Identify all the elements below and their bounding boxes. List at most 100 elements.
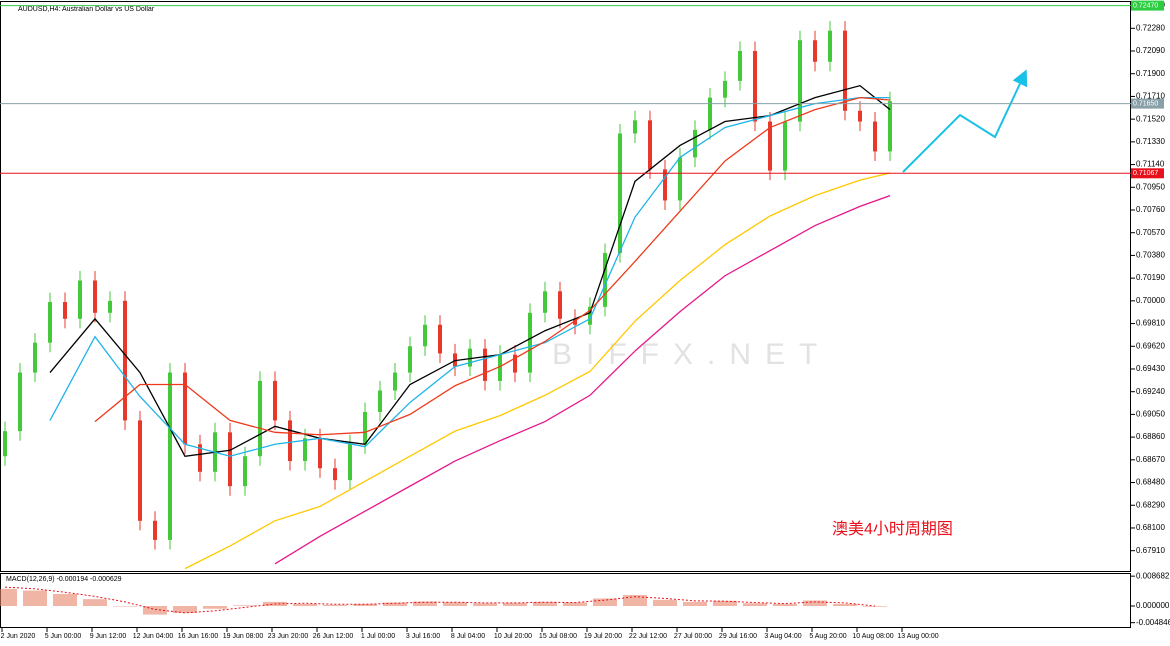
candle-body bbox=[138, 420, 142, 521]
macd-title: MACD(12,26,9) -0.000194 -0.000629 bbox=[6, 576, 122, 583]
candle-body bbox=[168, 372, 172, 540]
candle-body bbox=[498, 354, 502, 381]
y-tick-label: 0.68100 bbox=[1136, 523, 1165, 532]
candle-body bbox=[123, 300, 127, 421]
candle-body bbox=[813, 40, 817, 62]
x-tick-label: 22 Jul 12:00 bbox=[629, 633, 667, 640]
candle-body bbox=[363, 412, 367, 445]
macd-bar bbox=[233, 605, 257, 606]
macd-bar bbox=[473, 603, 497, 606]
macd-bar bbox=[293, 603, 317, 606]
y-tick-label: 0.70190 bbox=[1136, 273, 1165, 282]
x-tick-label: 8 Jul 04:00 bbox=[451, 633, 485, 640]
x-tick-label: 10 Jul 20:00 bbox=[494, 633, 532, 640]
y-tick-label: 0.68480 bbox=[1136, 478, 1165, 487]
x-tick-label: 5 Jun 00:00 bbox=[45, 633, 82, 640]
macd-bar bbox=[803, 600, 827, 606]
candle-body bbox=[378, 390, 382, 413]
macd-bar bbox=[83, 599, 107, 606]
candle-body bbox=[738, 51, 742, 81]
moving-average bbox=[49, 84, 891, 457]
candle-body bbox=[78, 280, 82, 319]
y-tick-label: 0.68860 bbox=[1136, 432, 1165, 441]
candle-body bbox=[393, 372, 397, 391]
chart-title: AUDUSD,H4: Australian Dollar vs US Dolla… bbox=[18, 6, 155, 13]
macd-bar bbox=[413, 601, 437, 606]
y-tick-label: -0.004846 bbox=[1136, 618, 1170, 627]
x-tick-label: 5 Aug 20:00 bbox=[809, 633, 846, 640]
y-tick-label: 0.71140 bbox=[1136, 160, 1165, 169]
x-tick-label: 1 Jul 00:00 bbox=[361, 633, 395, 640]
x-tick-label: 3 Aug 04:00 bbox=[764, 633, 801, 640]
x-tick-label: 27 Jul 00:00 bbox=[674, 633, 712, 640]
candle-body bbox=[183, 372, 187, 445]
candle-body bbox=[258, 380, 262, 457]
y-tick-label: 0.008682 bbox=[1136, 571, 1170, 580]
level-label-box bbox=[1131, 98, 1164, 109]
candle-body bbox=[573, 318, 577, 325]
moving-average bbox=[49, 96, 890, 457]
plot-frame bbox=[0, 1, 1131, 572]
candle-body bbox=[678, 157, 682, 201]
annotation: 澳美4小时周期图 bbox=[832, 520, 953, 538]
level-label: 0.71067 bbox=[1133, 170, 1158, 177]
candle-body bbox=[888, 101, 892, 152]
candle-body bbox=[528, 312, 532, 373]
macd-bar bbox=[23, 590, 47, 606]
level-label: 0.72470 bbox=[1133, 2, 1158, 9]
macd-bar bbox=[53, 593, 77, 606]
candle-body bbox=[723, 80, 727, 98]
macd-bar bbox=[443, 602, 467, 606]
macd-bar bbox=[833, 603, 857, 606]
level-label: 0.71650 bbox=[1133, 100, 1158, 107]
y-tick-label: 0.70760 bbox=[1136, 205, 1165, 214]
y-tick-label: 0.70570 bbox=[1136, 228, 1165, 237]
x-tick-label: 3 Jul 16:00 bbox=[406, 633, 440, 640]
macd-bar bbox=[383, 602, 407, 606]
candle-body bbox=[828, 30, 832, 62]
macd-bar bbox=[863, 606, 887, 607]
x-tick-label: 23 Jun 20:00 bbox=[268, 633, 309, 640]
x-tick-label: 19 Jul 20:00 bbox=[584, 633, 622, 640]
candle-body bbox=[543, 291, 547, 313]
y-tick-label: 0.72090 bbox=[1136, 46, 1165, 55]
macd-bar bbox=[533, 601, 557, 606]
y-tick-label: 0.69050 bbox=[1136, 410, 1165, 419]
moving-average bbox=[274, 195, 891, 565]
candle-body bbox=[693, 129, 697, 158]
candle-body bbox=[3, 431, 7, 457]
candle-body bbox=[648, 120, 652, 170]
candle-body bbox=[783, 121, 787, 171]
candle-body bbox=[333, 468, 337, 481]
y-tick-label: 0.000000 bbox=[1136, 601, 1170, 610]
candle-body bbox=[513, 354, 517, 373]
macd-signal bbox=[4, 586, 876, 614]
x-tick-label: 29 Jul 16:00 bbox=[719, 633, 757, 640]
macd-bar bbox=[593, 598, 617, 606]
forecast-arrow bbox=[902, 69, 1028, 173]
y-tick-label: 0.70950 bbox=[1136, 182, 1165, 191]
candle-body bbox=[558, 291, 562, 319]
candle-body bbox=[588, 306, 592, 325]
candle-body bbox=[93, 280, 97, 313]
y-tick-label: 0.71710 bbox=[1136, 92, 1165, 101]
candle-body bbox=[708, 97, 712, 130]
level-label-box bbox=[1131, 0, 1164, 11]
candle-body bbox=[468, 348, 472, 367]
candle-body bbox=[858, 110, 862, 122]
candle-body bbox=[798, 40, 802, 122]
candle-body bbox=[318, 438, 322, 469]
moving-average bbox=[184, 172, 891, 570]
candle-body bbox=[873, 121, 877, 152]
x-tick-label: 26 Jun 12:00 bbox=[313, 633, 354, 640]
macd-bar bbox=[353, 603, 377, 606]
moving-average bbox=[94, 96, 891, 436]
candle-body bbox=[18, 372, 22, 432]
macd-bar bbox=[653, 599, 677, 606]
candle-body bbox=[618, 133, 622, 254]
macd-bar bbox=[0, 588, 17, 606]
y-tick-label: 0.68670 bbox=[1136, 455, 1165, 464]
candle-body bbox=[348, 444, 352, 481]
candle-body bbox=[153, 520, 157, 540]
